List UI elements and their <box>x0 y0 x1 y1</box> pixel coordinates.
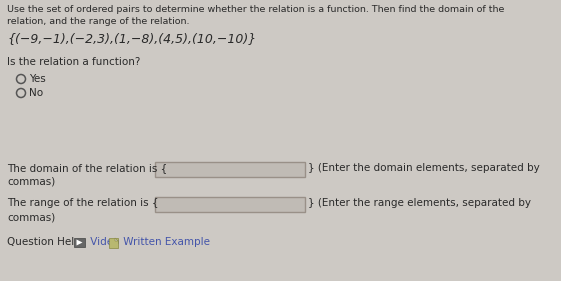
FancyBboxPatch shape <box>155 197 305 212</box>
Text: relation, and the range of the relation.: relation, and the range of the relation. <box>7 17 190 26</box>
Polygon shape <box>115 238 118 241</box>
Text: Written Example: Written Example <box>120 237 210 247</box>
Text: Is the relation a function?: Is the relation a function? <box>7 57 140 67</box>
Text: commas): commas) <box>7 177 55 187</box>
FancyBboxPatch shape <box>74 238 85 247</box>
Text: The domain of the relation is {: The domain of the relation is { <box>7 163 167 173</box>
Text: Video: Video <box>87 237 123 247</box>
Text: commas): commas) <box>7 212 55 222</box>
Text: } (Enter the domain elements, separated by: } (Enter the domain elements, separated … <box>308 163 540 173</box>
Text: Yes: Yes <box>29 74 46 85</box>
Text: No: No <box>29 89 43 99</box>
Text: Question Help:: Question Help: <box>7 237 88 247</box>
Text: {(−9,−1),(−2,3),(1,−8),(4,5),(10,−10)}: {(−9,−1),(−2,3),(1,−8),(4,5),(10,−10)} <box>7 32 256 45</box>
Text: Use the set of ordered pairs to determine whether the relation is a function. Th: Use the set of ordered pairs to determin… <box>7 5 504 14</box>
FancyBboxPatch shape <box>109 238 118 248</box>
FancyBboxPatch shape <box>155 162 305 177</box>
Text: } (Enter the range elements, separated by: } (Enter the range elements, separated b… <box>308 198 531 208</box>
Text: The range of the relation is {: The range of the relation is { <box>7 198 159 208</box>
Polygon shape <box>76 239 82 246</box>
